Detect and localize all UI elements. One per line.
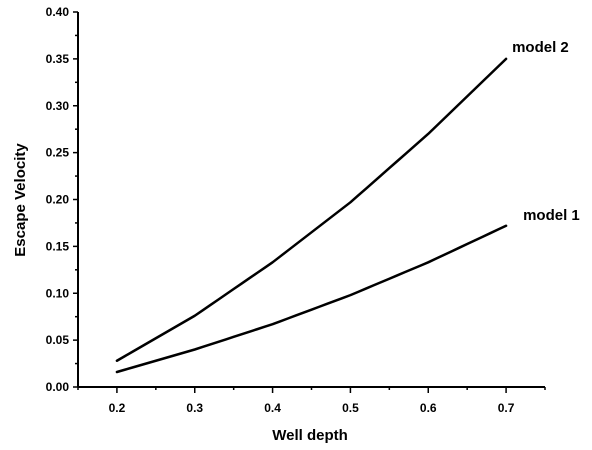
ticks: 0.00 0.05 0.10 0.15 0.20 0.25 0.30 0.35 0.40 0.2 0… [46,5,546,415]
x-tick-label: 0.2 [109,401,126,415]
y-tick-label: 0.35 [46,52,70,66]
axes [77,12,545,388]
y-tick-label: 0.00 [46,380,70,394]
series-label: model 2 [512,39,569,56]
x-axis-title: Well depth [272,427,348,444]
series-line-1 [115,224,508,374]
y-tick-label: 0.30 [46,99,70,113]
x-tick-label: 0.4 [264,401,281,415]
x-tick-label: 0.3 [186,401,203,415]
y-tick-label: 0.40 [46,5,70,19]
series-group: model 1 model 2 [115,39,580,374]
series-label: model 1 [523,207,580,224]
x-tick-label: 0.7 [498,401,515,415]
y-tick-label: 0.10 [46,286,70,300]
y-tick-label: 0.05 [46,333,70,347]
y-tick-label: 0.15 [46,239,70,253]
series-line-2 [115,57,508,362]
x-tick-label: 0.5 [342,401,359,415]
y-tick-label: 0.25 [46,146,70,160]
x-tick-label: 0.6 [420,401,437,415]
y-axis-title: Escape Velocity [12,143,29,257]
y-tick-label: 0.20 [46,193,70,207]
